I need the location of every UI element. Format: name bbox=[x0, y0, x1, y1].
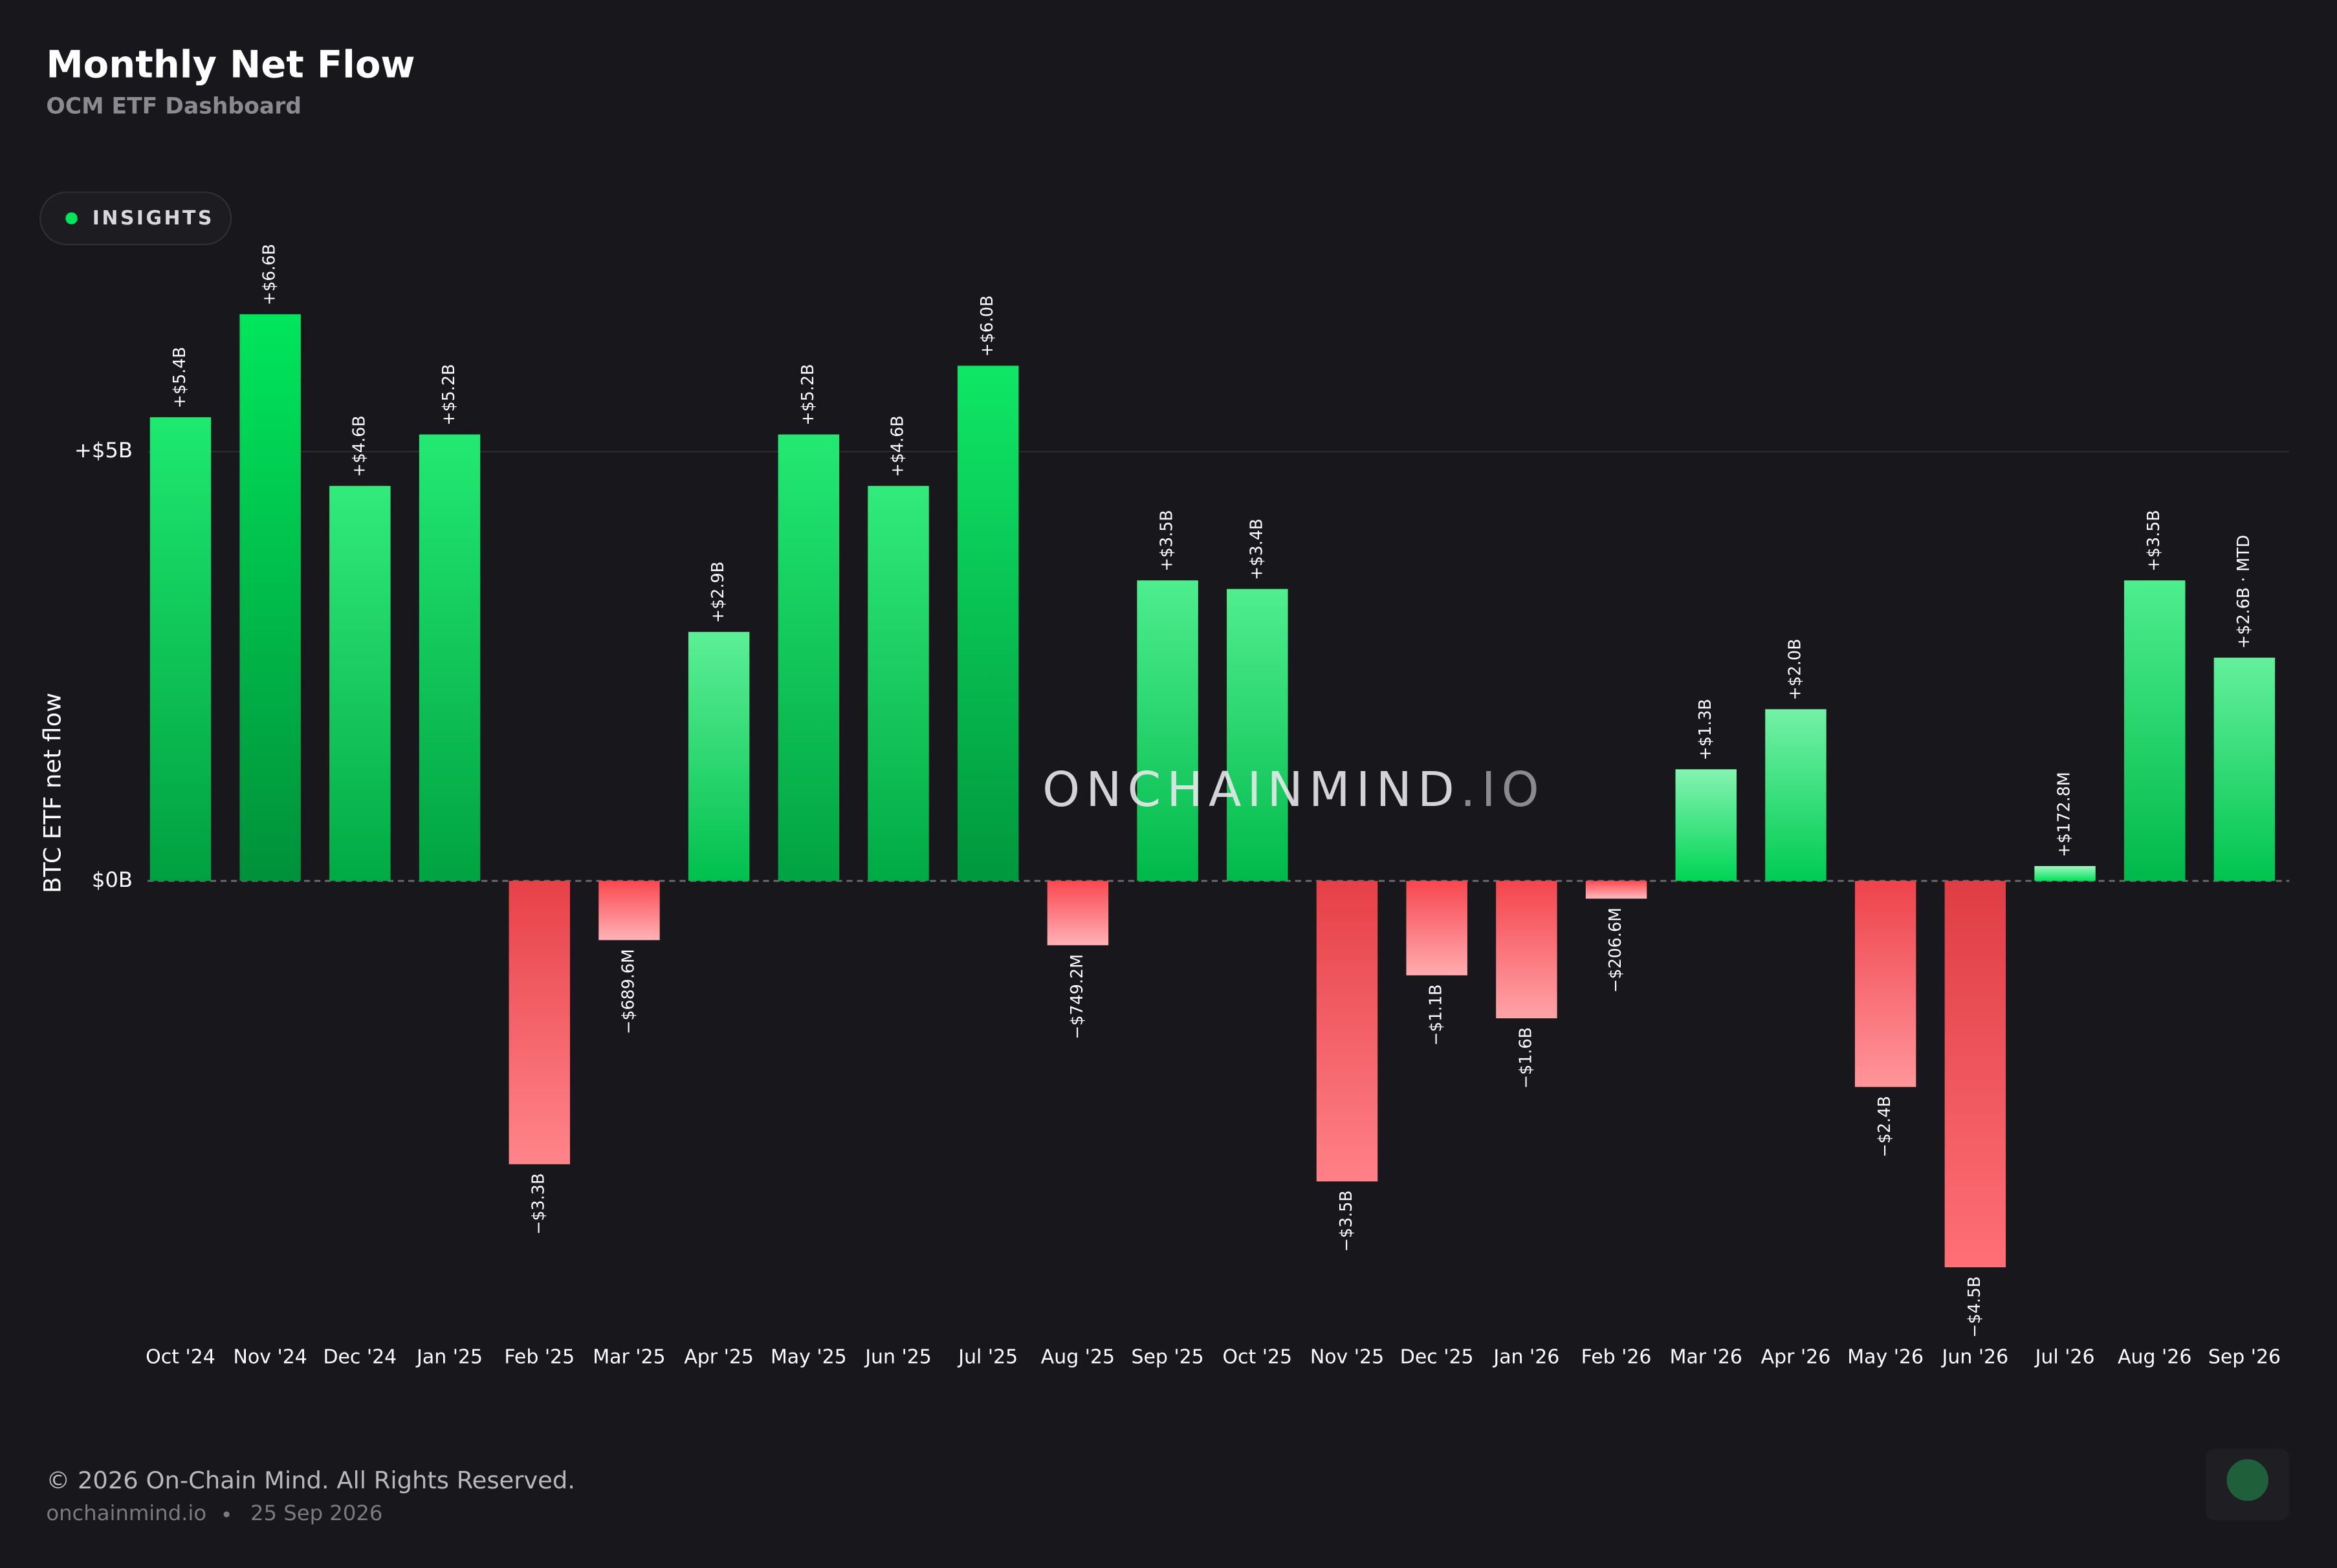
x-tick-label: Oct '25 bbox=[1223, 1346, 1293, 1369]
bar bbox=[329, 486, 391, 881]
value-label: +$3.5B bbox=[2144, 510, 2163, 571]
x-tick-label: Jun '25 bbox=[864, 1346, 932, 1369]
value-label: +$2.9B bbox=[708, 561, 727, 623]
badge-label[interactable]: INSIGHTS bbox=[93, 207, 214, 230]
x-tick-label: Jan '25 bbox=[415, 1346, 483, 1369]
watermark-main: ONCHAINMIND bbox=[1042, 763, 1460, 818]
value-label: +$4.6B bbox=[349, 415, 368, 477]
value-label: +$3.5B bbox=[1157, 510, 1176, 571]
y-tick-label: $0B bbox=[92, 867, 133, 892]
bar bbox=[1227, 589, 1288, 881]
bar bbox=[688, 631, 750, 881]
value-label: −$206.6M bbox=[1605, 908, 1625, 993]
bar bbox=[1675, 769, 1737, 881]
bar bbox=[1944, 880, 2006, 1268]
footer-copyright: © 2026 On-Chain Mind. All Rights Reserve… bbox=[46, 1466, 575, 1494]
x-tick-label: Aug '26 bbox=[2118, 1346, 2191, 1369]
value-label: +$5.2B bbox=[798, 364, 817, 426]
badge[interactable] bbox=[39, 191, 232, 246]
bar bbox=[1316, 880, 1378, 1182]
x-tick-label: Dec '25 bbox=[1400, 1346, 1474, 1369]
value-label: −$689.6M bbox=[618, 949, 637, 1034]
value-label: +$6.0B bbox=[977, 296, 996, 357]
y-tick-label: +$5B bbox=[74, 438, 133, 463]
bar bbox=[778, 434, 840, 881]
bar bbox=[239, 314, 301, 881]
bar bbox=[957, 365, 1019, 881]
x-tick-label: Sep '25 bbox=[1131, 1346, 1203, 1369]
footer-separator bbox=[223, 1511, 230, 1518]
x-tick-label: Apr '25 bbox=[684, 1346, 754, 1369]
x-tick-label: May '25 bbox=[771, 1346, 847, 1369]
value-label: +$5.4B bbox=[170, 347, 189, 408]
value-label: +$172.8M bbox=[2054, 772, 2074, 857]
bar bbox=[1406, 880, 1467, 975]
chart-subtitle: OCM ETF Dashboard bbox=[46, 93, 302, 119]
bar bbox=[598, 880, 660, 941]
x-tick-label: Dec '24 bbox=[323, 1346, 397, 1369]
bar bbox=[1765, 709, 1827, 881]
chart-title: Monthly Net Flow bbox=[46, 43, 415, 86]
y-axis-label: BTC ETF net flow bbox=[38, 693, 66, 893]
value-label: +$5.2B bbox=[439, 364, 458, 426]
x-tick-label: Oct '24 bbox=[146, 1346, 215, 1369]
x-tick-label: Jul '26 bbox=[2034, 1346, 2095, 1369]
x-tick-label: Sep '26 bbox=[2208, 1346, 2281, 1369]
value-label: −$1.6B bbox=[1515, 1027, 1535, 1089]
bar bbox=[2124, 580, 2186, 881]
value-label: +$2.6B · MTD bbox=[2233, 535, 2253, 649]
value-label: +$3.4B bbox=[1246, 519, 1266, 580]
bar bbox=[149, 417, 212, 881]
x-tick-label: Mar '26 bbox=[1670, 1346, 1742, 1369]
value-label: −$2.4B bbox=[1874, 1096, 1894, 1157]
bar bbox=[1585, 880, 1647, 899]
bar bbox=[868, 486, 929, 881]
x-tick-label: Feb '26 bbox=[1581, 1346, 1652, 1369]
value-label: −$3.3B bbox=[529, 1173, 548, 1235]
watermark: ONCHAINMIND.IO bbox=[1042, 763, 1545, 818]
x-tick-label: Apr '26 bbox=[1761, 1346, 1831, 1369]
value-label: +$6.6B bbox=[259, 244, 279, 305]
x-tick-label: Aug '25 bbox=[1041, 1346, 1115, 1369]
footer-site[interactable]: onchainmind.io bbox=[46, 1501, 206, 1525]
watermark-suffix: .IO bbox=[1460, 763, 1545, 818]
bar bbox=[2213, 657, 2276, 881]
badge-dot bbox=[65, 212, 78, 224]
bar bbox=[1854, 880, 1916, 1087]
value-label: +$1.3B bbox=[1695, 699, 1715, 760]
value-label: −$1.1B bbox=[1426, 985, 1445, 1046]
x-tick-label: Jan '26 bbox=[1492, 1346, 1559, 1369]
x-tick-label: Mar '25 bbox=[593, 1346, 665, 1369]
value-label: −$749.2M bbox=[1067, 954, 1086, 1040]
plot: $0B +$5B Oct '24 +$5.4B Nov '24 +$6.6B Dec '24… bbox=[74, 244, 2290, 1369]
value-label: +$2.0B bbox=[1784, 639, 1804, 701]
bar bbox=[419, 434, 481, 881]
footer-date: 25 Sep 2026 bbox=[250, 1501, 382, 1525]
x-tick-label: Nov '25 bbox=[1310, 1346, 1384, 1369]
value-label: −$4.5B bbox=[1964, 1276, 1984, 1338]
bar bbox=[509, 880, 570, 1164]
value-label: +$4.6B bbox=[888, 415, 907, 477]
logo-brain bbox=[2226, 1459, 2269, 1501]
bar bbox=[1137, 580, 1198, 881]
x-tick-label: Jul '25 bbox=[957, 1346, 1018, 1369]
value-label: −$3.5B bbox=[1336, 1190, 1355, 1252]
x-tick-label: Feb '25 bbox=[504, 1346, 575, 1369]
bar bbox=[1496, 880, 1557, 1019]
x-tick-label: Nov '24 bbox=[234, 1346, 307, 1369]
bar bbox=[2034, 866, 2096, 881]
x-tick-label: Jun '26 bbox=[1941, 1346, 2009, 1369]
bar bbox=[1047, 880, 1109, 946]
x-tick-label: May '26 bbox=[1847, 1346, 1924, 1369]
